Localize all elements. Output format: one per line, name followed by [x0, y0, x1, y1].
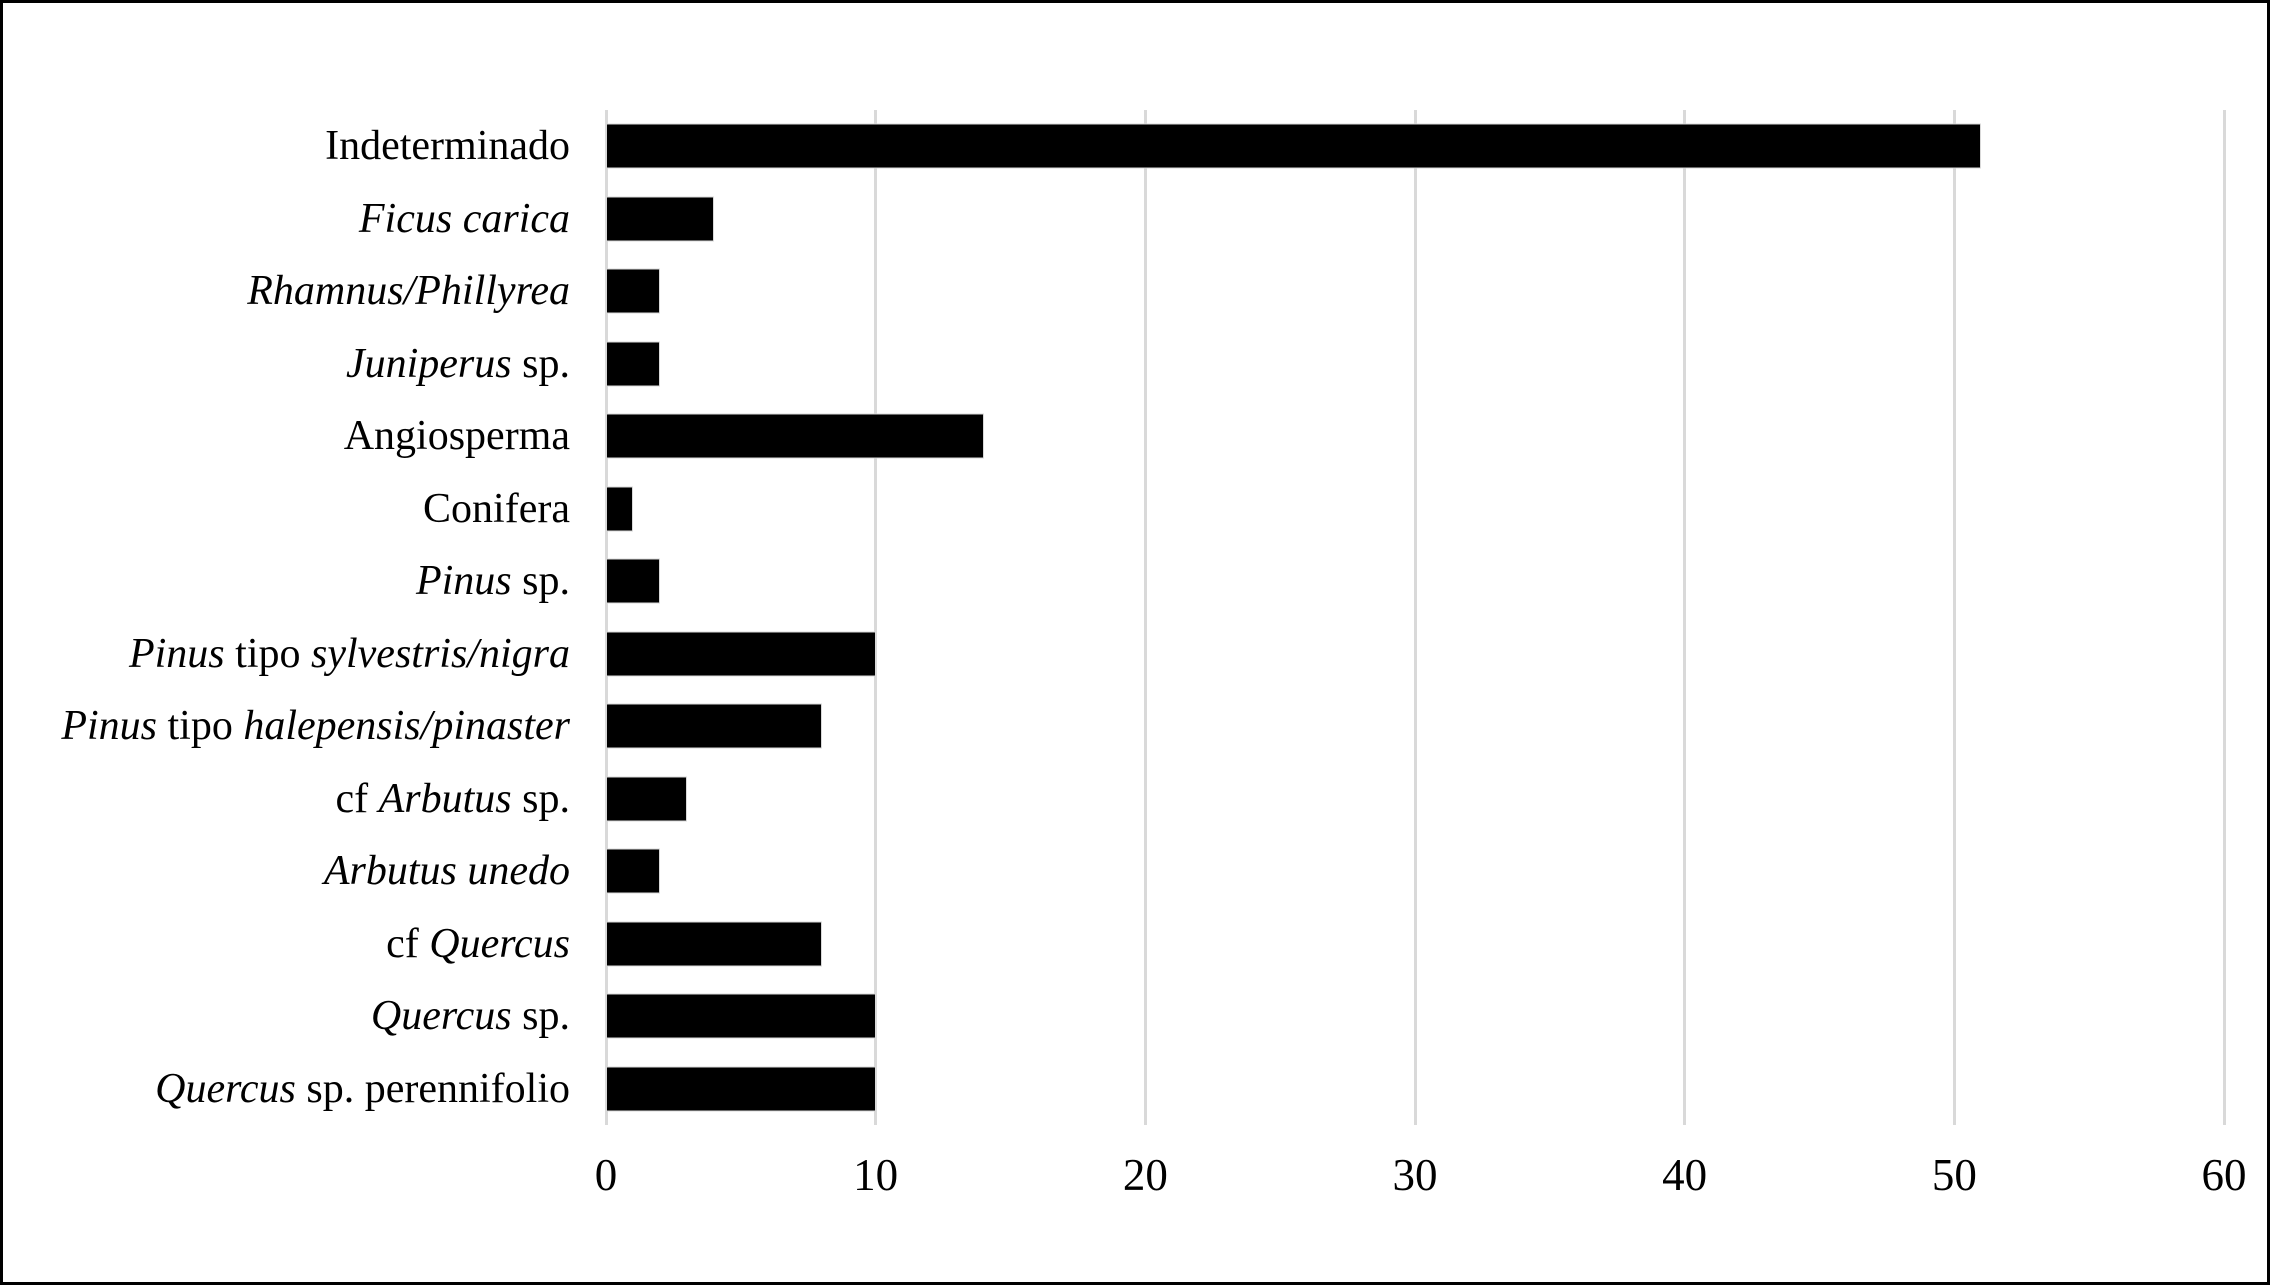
gridline-60 — [2222, 110, 2226, 1125]
bar-8 — [606, 703, 822, 749]
category-axis-labels: Indeterminado Ficus carica Rhamnus/Phillyr… — [3, 110, 570, 1125]
gridline-30 — [1413, 110, 1417, 1125]
x-tick-label-10: 10 — [853, 1150, 899, 1200]
gridline-0 — [604, 110, 608, 1125]
category-label-segment: Ficus carica — [358, 195, 570, 242]
x-tick-label-0: 0 — [594, 1150, 618, 1200]
category-label-segment: Conifera — [423, 485, 570, 532]
gridline-40 — [1683, 110, 1687, 1125]
bar-1 — [606, 196, 714, 242]
x-tick-label-30: 30 — [1392, 1150, 1438, 1200]
category-label-segment: sp. — [511, 993, 570, 1040]
bar-row-1 — [606, 183, 2224, 256]
category-label-segment: cf — [335, 775, 379, 822]
category-label-segment: Pinus — [415, 558, 512, 605]
bar-row-7 — [606, 618, 2224, 691]
x-tick-label-50: 50 — [1931, 1150, 1977, 1200]
bar-row-6 — [606, 545, 2224, 618]
category-label-5: Conifera — [3, 473, 570, 546]
gridline-10 — [874, 110, 878, 1125]
bar-12 — [606, 993, 876, 1039]
category-label-segment: Pinus — [128, 630, 225, 677]
bar-row-0 — [606, 110, 2224, 183]
bar-row-4 — [606, 400, 2224, 473]
category-label-2: Rhamnus/Phillyrea — [3, 255, 570, 328]
x-tick-label-40: 40 — [1662, 1150, 1708, 1200]
category-label-segment: sp. — [511, 340, 570, 387]
category-label-segment: halepensis/pinaster — [243, 703, 570, 750]
category-label-11: cf Quercus — [3, 908, 570, 981]
category-label-9: cf Arbutus sp. — [3, 763, 570, 836]
bar-row-8 — [606, 690, 2224, 763]
category-label-3: Juniperus sp. — [3, 328, 570, 401]
category-label-segment: Juniperus — [345, 340, 512, 387]
category-label-segment: Quercus — [429, 920, 570, 967]
bar-2 — [606, 268, 660, 314]
category-label-0: Indeterminado — [3, 110, 570, 183]
category-label-segment: sp. perennifolio — [295, 1065, 570, 1112]
category-label-segment: Quercus — [370, 993, 512, 1040]
bar-13 — [606, 1066, 876, 1112]
bar-7 — [606, 631, 876, 677]
x-tick-label-60: 60 — [2201, 1150, 2247, 1200]
x-tick-label-20: 20 — [1122, 1150, 1168, 1200]
gridline-50 — [1952, 110, 1956, 1125]
bar-10 — [606, 848, 660, 894]
bar-row-10 — [606, 835, 2224, 908]
bar-4 — [606, 413, 984, 459]
bar-5 — [606, 486, 633, 532]
category-label-segment: Arbutus — [378, 775, 512, 822]
category-label-8: Pinus tipo halepensis/pinaster — [3, 690, 570, 763]
category-label-7: Pinus tipo sylvestris/nigra — [3, 618, 570, 691]
category-label-12: Quercus sp. — [3, 980, 570, 1053]
bar-3 — [606, 341, 660, 387]
bar-9 — [606, 776, 687, 822]
bar-11 — [606, 921, 822, 967]
bar-row-13 — [606, 1053, 2224, 1126]
category-label-1: Ficus carica — [3, 183, 570, 256]
category-label-segment: Arbutus unedo — [323, 848, 570, 895]
plot-area — [604, 110, 2226, 1126]
category-label-10: Arbutus unedo — [3, 835, 570, 908]
category-label-segment: cf — [386, 920, 430, 967]
category-label-segment: Rhamnus/Phillyrea — [247, 268, 570, 315]
category-label-segment: sp. — [511, 775, 570, 822]
category-label-segment: sylvestris/nigra — [311, 630, 570, 677]
bar-row-9 — [606, 763, 2224, 836]
category-label-segment: tipo — [224, 630, 311, 677]
bar-row-3 — [606, 328, 2224, 401]
bar-0 — [606, 123, 1982, 169]
category-label-13: Quercus sp. perennifolio — [3, 1053, 570, 1126]
category-label-segment: sp. — [511, 558, 570, 605]
category-label-segment: tipo — [157, 703, 244, 750]
category-label-4: Angiosperma — [3, 400, 570, 473]
category-label-6: Pinus sp. — [3, 545, 570, 618]
category-label-segment: Pinus — [61, 703, 157, 750]
bar-row-12 — [606, 980, 2224, 1053]
gridline-20 — [1143, 110, 1147, 1125]
bar-row-2 — [606, 255, 2224, 328]
bar-row-11 — [606, 908, 2224, 981]
category-label-segment: Quercus — [155, 1065, 296, 1112]
x-axis-tick-labels: 0 10 20 30 40 50 60 — [3, 1153, 2267, 1213]
bar-6 — [606, 558, 660, 604]
category-label-segment: Angiosperma — [343, 413, 570, 460]
bar-row-5 — [606, 473, 2224, 546]
category-label-segment: Indeterminado — [325, 123, 570, 170]
